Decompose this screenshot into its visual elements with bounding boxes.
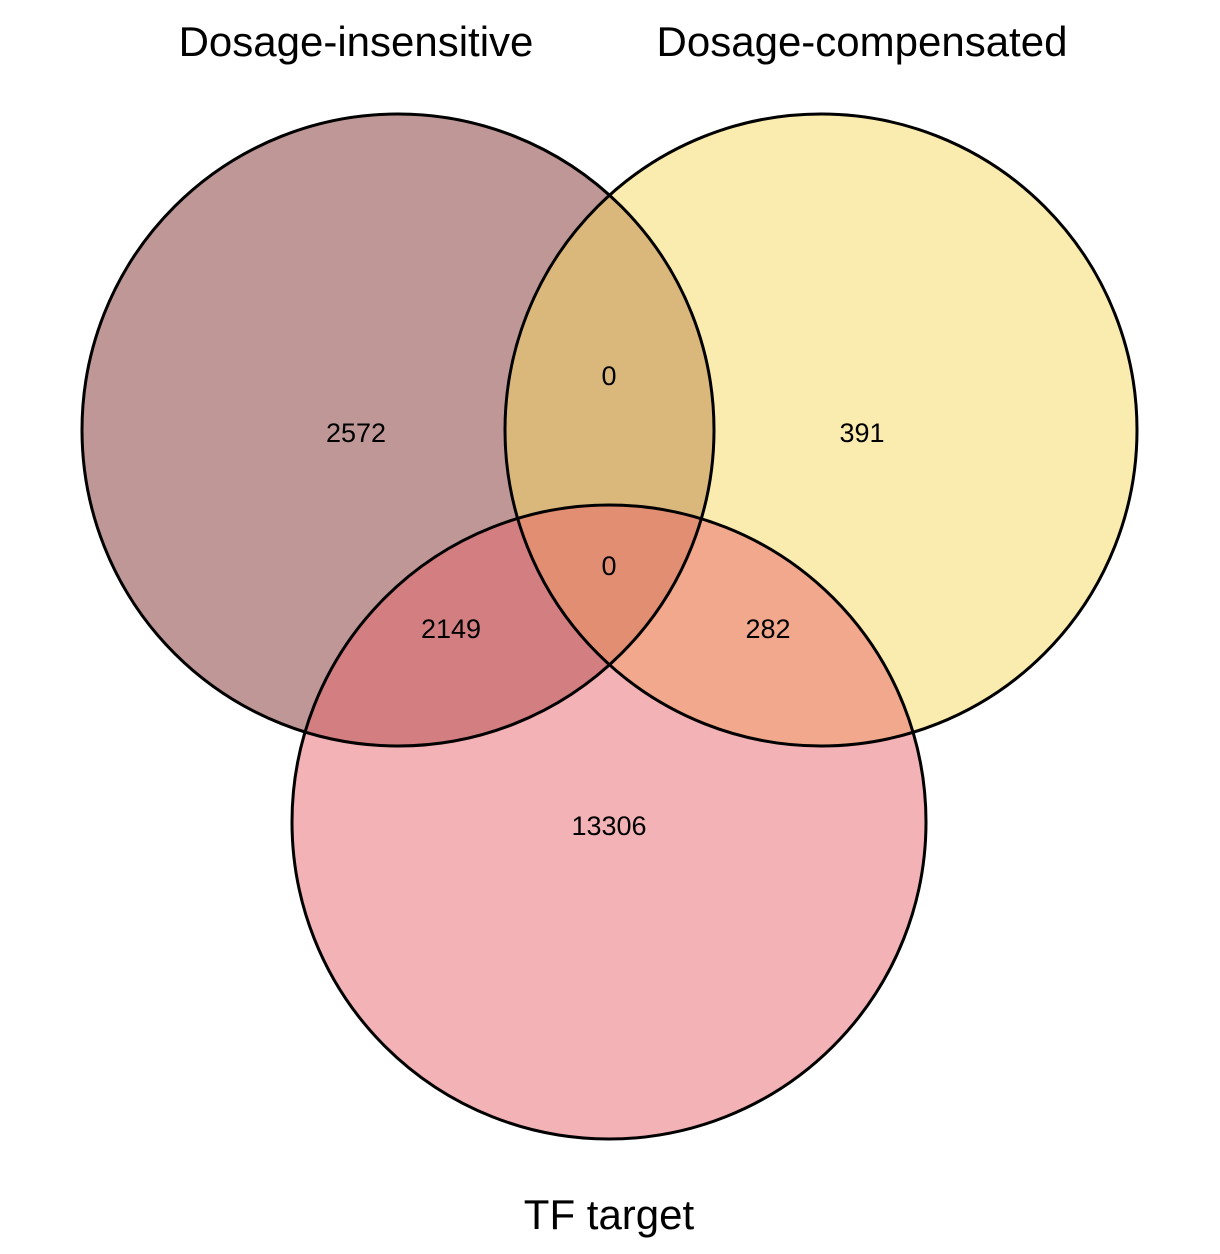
count-a-only: 2572 <box>326 418 386 448</box>
set-a-outline <box>80 112 716 748</box>
set-b-outline <box>503 112 1139 748</box>
set-c-outline <box>290 503 928 1141</box>
count-b-only: 391 <box>839 418 884 448</box>
set-b-label: Dosage-compensated <box>657 18 1068 65</box>
count-ab-only: 0 <box>601 361 616 391</box>
set-c-label: TF target <box>524 1191 695 1238</box>
set-c-circle <box>292 505 926 1139</box>
count-c-only: 13306 <box>571 811 646 841</box>
count-ac-only: 2149 <box>421 614 481 644</box>
count-bc-only: 282 <box>745 614 790 644</box>
count-abc: 0 <box>601 551 616 581</box>
set-a-label: Dosage-insensitive <box>179 18 534 65</box>
